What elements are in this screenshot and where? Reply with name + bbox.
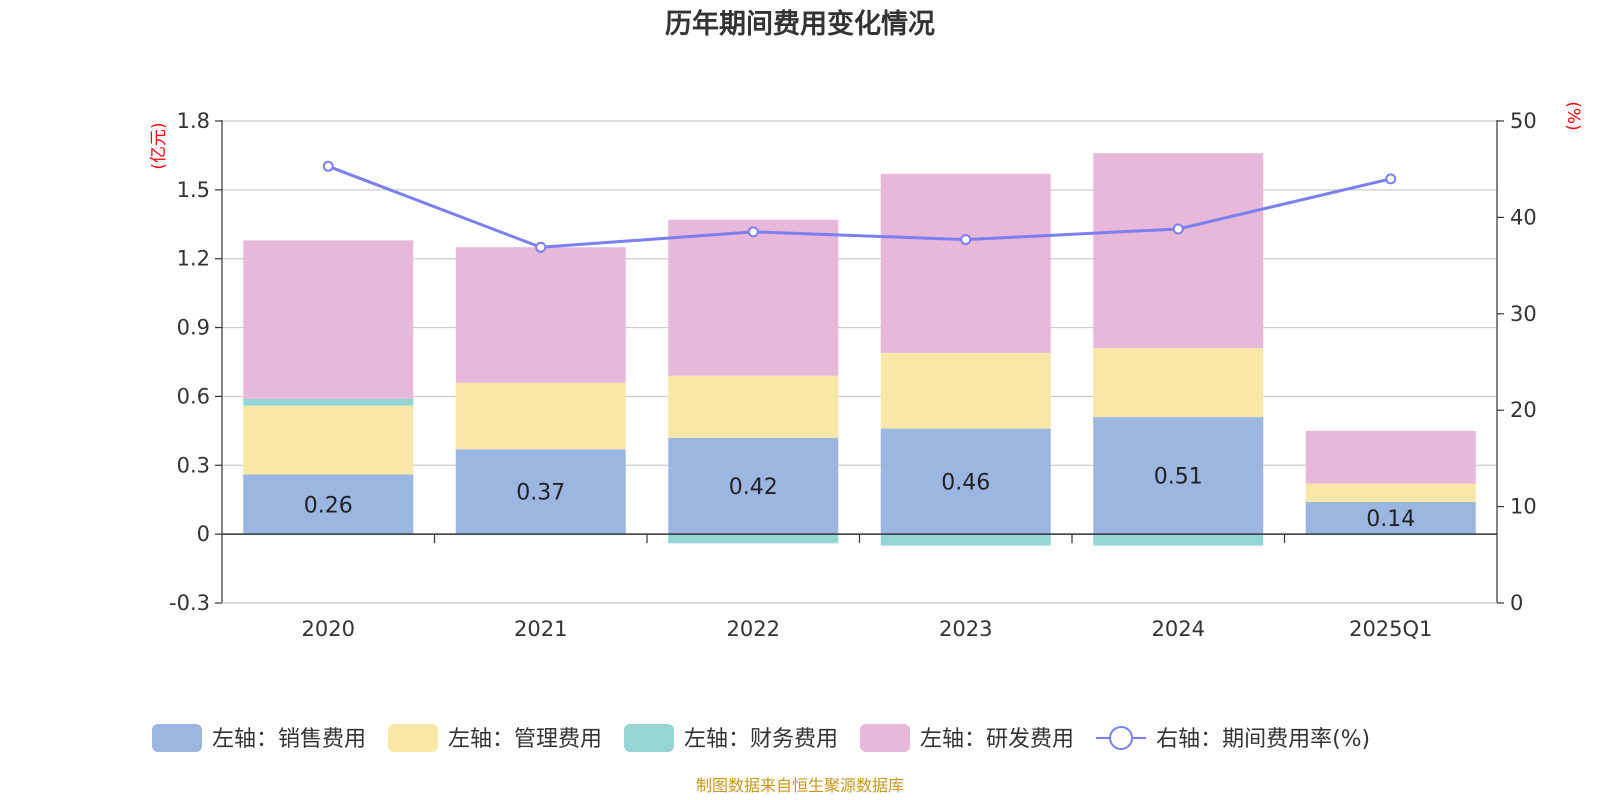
x-axis-label: 2022 xyxy=(727,617,780,641)
bar-1-2022 xyxy=(668,437,839,535)
legend-swatch-2 xyxy=(388,724,439,752)
data-labels: 0.26 0.37 0.42 0.46 0.51 0.14 xyxy=(304,465,1415,532)
bar-2-2022 xyxy=(668,375,839,438)
data-label: 0.42 xyxy=(729,475,778,500)
rate-point-2023 xyxy=(960,234,972,246)
bar-1-2023 xyxy=(880,428,1051,535)
legend-swatch-4 xyxy=(860,724,911,752)
rate-line-path xyxy=(327,164,1392,249)
left-axis-tick-label: 0 xyxy=(197,522,210,546)
bars xyxy=(243,153,1476,546)
bar-4-2020 xyxy=(243,240,414,399)
data-label: 0.14 xyxy=(1366,507,1415,532)
bar-4-2025Q1 xyxy=(1305,430,1476,484)
legend-swatch-1 xyxy=(152,724,202,752)
data-label: 0.37 xyxy=(516,481,565,506)
source-note: 制图数据来自恒生聚源数据库 xyxy=(696,776,904,795)
bar-1-2025Q1 xyxy=(1305,502,1476,535)
rate-point-2022 xyxy=(747,226,759,238)
bar-2-2024 xyxy=(1093,348,1264,418)
axes: -0.3 0 0.3 0.6 0.9 1.2 1.5 1.8 0 10 20 30 40 50 2020 20… xyxy=(169,109,1537,641)
left-axis-tick-label: 0.9 xyxy=(177,316,210,340)
grid xyxy=(222,120,1497,604)
data-label: 0.46 xyxy=(941,470,990,495)
left-axis-tick-label: 1.8 xyxy=(177,109,210,133)
legend-swatch-3 xyxy=(624,724,675,752)
left-axis-tick-label: 1.2 xyxy=(177,247,210,271)
right-axis-unit: (%) xyxy=(1563,101,1583,130)
rate-point-2021 xyxy=(535,241,547,253)
bar-4-2023 xyxy=(880,173,1051,353)
right-axis-tick-label: 0 xyxy=(1510,591,1523,615)
bar-1-2024 xyxy=(1093,417,1264,535)
bar-3-2023 xyxy=(880,534,1051,546)
legend-line-marker xyxy=(1109,726,1134,750)
right-axis-tick-label: 10 xyxy=(1510,495,1537,519)
rate-point-2020 xyxy=(322,160,334,172)
data-label: 0.26 xyxy=(304,493,353,518)
legend-label-1: 左轴：销售费用 xyxy=(212,727,366,752)
chart-title: 历年期间费用变化情况 xyxy=(665,8,935,40)
left-axis-unit: (亿元) xyxy=(149,122,169,169)
bar-3-2022 xyxy=(668,534,839,544)
legend-label-3: 左轴：财务费用 xyxy=(684,727,838,752)
x-axis-label: 2021 xyxy=(514,617,567,641)
bar-2-2020 xyxy=(243,405,414,475)
bar-2-2025Q1 xyxy=(1305,483,1476,503)
legend-label-5: 右轴：期间费用率(%) xyxy=(1156,727,1370,752)
bar-1-2020 xyxy=(243,474,414,535)
bar-4-2024 xyxy=(1093,153,1264,349)
right-axis-tick-label: 30 xyxy=(1510,302,1537,326)
bar-4-2022 xyxy=(668,219,839,376)
left-axis-tick-label: 1.5 xyxy=(177,178,210,202)
right-axis-tick-label: 50 xyxy=(1510,109,1537,133)
x-axis-label: 2024 xyxy=(1152,617,1205,641)
legend: 左轴：销售费用 左轴：管理费用 左轴：财务费用 左轴：研发费用 右轴：期间费用率(%) xyxy=(152,724,1370,752)
left-axis-tick-label: 0.3 xyxy=(177,453,210,477)
rate-point-2025Q1 xyxy=(1385,173,1397,185)
left-axis-tick-label: -0.3 xyxy=(169,591,210,615)
left-axis-tick-label: 0.6 xyxy=(177,384,210,408)
bar-1-2021 xyxy=(455,449,626,535)
right-axis-tick-label: 40 xyxy=(1510,205,1537,229)
bar-2-2021 xyxy=(455,382,626,450)
x-axis-label: 2023 xyxy=(939,617,992,641)
x-axis-label: 2020 xyxy=(302,617,355,641)
legend-label-4: 左轴：研发费用 xyxy=(920,727,1074,752)
legend-label-2: 左轴：管理费用 xyxy=(448,727,602,752)
data-label: 0.51 xyxy=(1154,465,1203,490)
bar-3-2020 xyxy=(243,398,414,406)
bar-2-2023 xyxy=(880,352,1051,429)
bar-4-2021 xyxy=(455,247,626,383)
bar-3-2024 xyxy=(1093,534,1264,546)
rate-line xyxy=(322,160,1397,253)
right-axis-tick-label: 20 xyxy=(1510,398,1537,422)
x-axis-label: 2025Q1 xyxy=(1349,617,1432,641)
rate-point-2024 xyxy=(1172,223,1184,235)
